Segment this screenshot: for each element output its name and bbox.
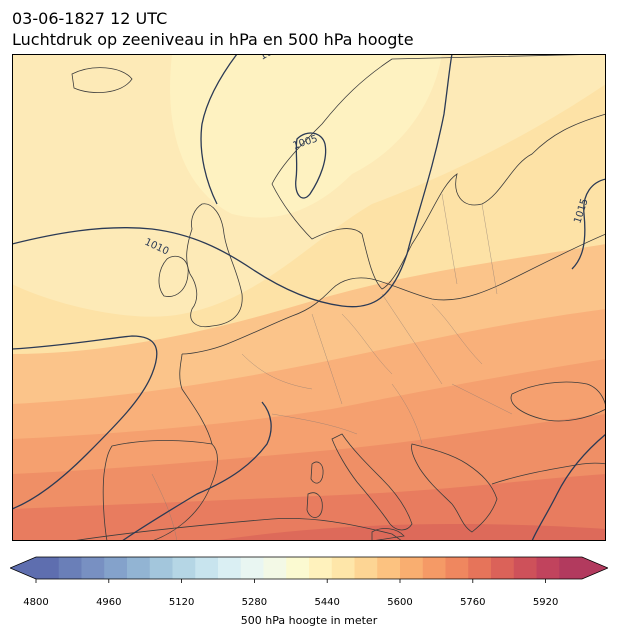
colorbar-cell [36,557,60,579]
colorbar-cell [240,557,264,579]
colorbar-cell [195,557,219,579]
colorbar-cell [377,557,401,579]
colorbar-cell [263,557,287,579]
weather-map: 1005 1010 1015 1010 [12,54,606,541]
height-field [12,54,606,541]
colorbar-cell [445,557,469,579]
map-frame [12,54,606,541]
colorbar-cell [218,557,242,579]
colorbar-cell [400,557,424,579]
coastlines [71,54,606,541]
colorbar-cell [58,557,82,579]
colorbar-tick-label: 5920 [532,597,559,608]
colorbar-tick-label: 5280 [241,597,268,608]
map-datetime: 03-06-1827 12 UTC [12,9,168,28]
colorbar-cell [81,557,105,579]
colorbar-cell [172,557,196,579]
colorbar-label: 500 hPa hoogte in meter [240,614,378,627]
colorbar-cell [104,557,128,579]
colorbar-cell [331,557,355,579]
colorbar-cell [536,557,560,579]
colorbar-cell [422,557,446,579]
colorbar-tick-label: 4800 [23,597,49,608]
colorbar-tick-label: 4960 [96,597,122,608]
colorbar-extend-high [582,557,608,579]
colorbar-extend-low [10,557,36,579]
colorbar-tick-label: 5760 [460,597,486,608]
colorbar-cell [127,557,151,579]
country-borders [151,193,513,541]
colorbar [10,556,608,583]
colorbar-tick-label: 5440 [314,597,340,608]
colorbar-tick-label: 5120 [168,597,195,608]
colorbar-cell [491,557,515,579]
colorbar-cell [149,557,173,579]
colorbar-cell [286,557,310,579]
colorbar-cell [354,557,378,579]
colorbar-tick-label: 5600 [387,597,413,608]
isobars [12,54,606,541]
map-title: Luchtdruk op zeeniveau in hPa en 500 hPa… [12,30,414,49]
colorbar-cell [468,557,492,579]
colorbar-outline [10,556,608,580]
colorbar-cell [309,557,333,579]
colorbar-cell [513,557,537,579]
colorbar-cell [559,557,583,579]
